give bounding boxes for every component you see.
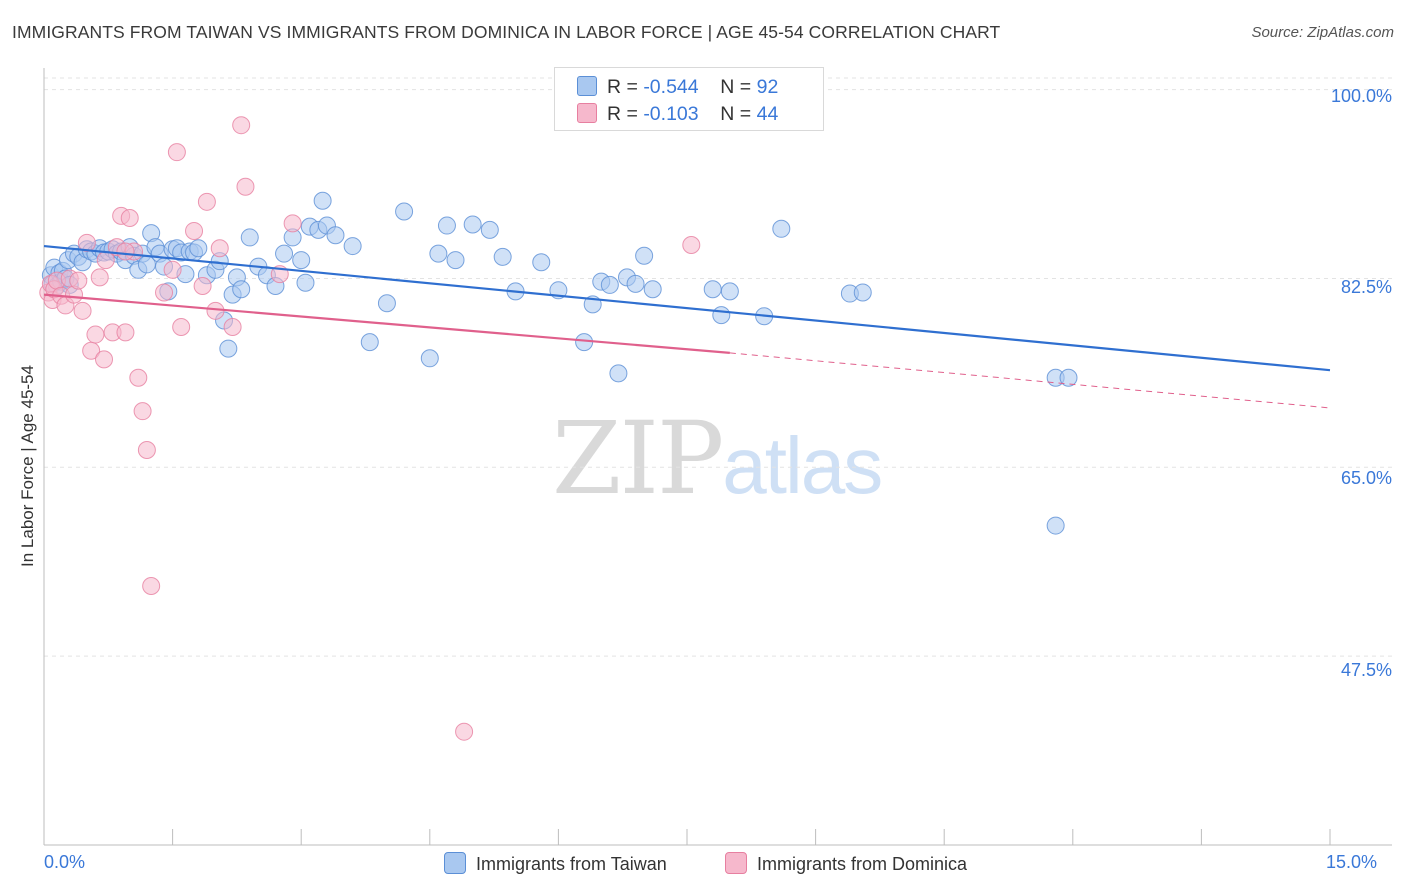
dominica-point — [682, 235, 701, 254]
taiwan-trendline — [43, 244, 1331, 372]
taiwan-point — [343, 237, 362, 256]
bottom-legend-taiwan: Immigrants from Taiwan — [444, 852, 667, 875]
watermark: ZIPatlas — [552, 400, 883, 517]
dominica-point — [73, 301, 92, 320]
taiwan-point — [437, 216, 456, 235]
taiwan-point — [296, 273, 315, 292]
taiwan-point — [626, 274, 645, 293]
taiwan-point — [853, 283, 872, 302]
dominica-point — [116, 323, 135, 342]
y-tick-label: 65.0% — [1340, 468, 1392, 488]
taiwan-point — [703, 280, 722, 299]
dominica-point — [163, 260, 182, 279]
legend-n-value: 44 — [756, 103, 779, 125]
taiwan-point — [395, 202, 414, 221]
bottom-legend-dominica: Immigrants from Dominica — [725, 852, 967, 875]
dominica-point — [142, 577, 161, 595]
x-tick-label: 15.0% — [1326, 852, 1378, 872]
dominica-point — [232, 116, 251, 135]
dominica-point — [206, 301, 225, 320]
dominica-trendline — [43, 293, 730, 354]
dominica-point — [155, 283, 174, 302]
dominica-point — [129, 368, 148, 387]
y-axis-label: In Labor Force | Age 45-54 — [18, 365, 37, 567]
taiwan-point — [313, 191, 332, 210]
taiwan-point — [240, 228, 259, 247]
correlation-legend: R = -0.544 N = 92 R = -0.103 N = 44 — [554, 67, 824, 131]
dominica-point — [283, 214, 302, 233]
dominica-point — [116, 242, 135, 261]
taiwan-point — [643, 280, 662, 299]
dominica-point — [69, 271, 88, 290]
taiwan-point — [635, 246, 654, 265]
dominica-point — [185, 221, 204, 240]
dominica-point — [120, 209, 139, 228]
taiwan-point — [326, 226, 345, 245]
dominica-point — [86, 325, 105, 344]
watermark-zip: ZIP — [552, 400, 724, 517]
y-tick-label: 100.0% — [1330, 86, 1392, 106]
legend-r-label: R = — [607, 103, 644, 125]
dominica-point — [167, 143, 186, 162]
legend-n-label: N = — [720, 76, 757, 98]
taiwan-point — [480, 220, 499, 239]
dominica-point — [223, 318, 242, 336]
dominica-point — [172, 318, 191, 336]
dominica-point — [95, 350, 114, 369]
dominica-point — [137, 441, 156, 460]
taiwan-point — [275, 244, 294, 263]
dominica-point — [455, 722, 474, 741]
taiwan-point — [1046, 516, 1065, 535]
dominica-point — [133, 402, 152, 421]
legend-swatch-taiwan — [577, 76, 597, 96]
taiwan-point — [609, 364, 628, 383]
taiwan-point — [720, 282, 739, 301]
legend-row-dominica: R = -0.103 N = 44 — [577, 103, 778, 126]
taiwan-point — [377, 294, 396, 313]
dominica-point — [90, 268, 109, 287]
dominica-point — [197, 192, 216, 211]
bottom-legend-swatch-taiwan — [444, 852, 466, 874]
taiwan-point — [292, 251, 311, 270]
taiwan-point — [446, 251, 465, 270]
taiwan-point — [600, 275, 619, 294]
legend-r-label: R = — [607, 76, 644, 98]
chart-title: IMMIGRANTS FROM TAIWAN VS IMMIGRANTS FRO… — [12, 22, 1001, 42]
legend-row-taiwan: R = -0.544 N = 92 — [577, 76, 778, 99]
taiwan-point — [429, 244, 448, 263]
legend-r-value: -0.103 — [643, 103, 699, 125]
watermark-atlas: atlas — [722, 421, 883, 510]
legend-r-value: -0.544 — [643, 76, 699, 98]
taiwan-point — [493, 247, 512, 266]
legend-n-value: 92 — [756, 76, 779, 98]
y-tick-label: 82.5% — [1340, 277, 1392, 297]
bottom-legend-label-dominica: Immigrants from Dominica — [757, 854, 968, 874]
dominica-point — [210, 239, 229, 258]
y-tick-label: 47.5% — [1340, 660, 1392, 680]
taiwan-point — [772, 219, 791, 238]
dominica-point — [193, 276, 212, 295]
taiwan-point — [360, 333, 379, 352]
legend-swatch-dominica — [577, 103, 597, 123]
source-label: Source: ZipAtlas.com — [1251, 24, 1394, 41]
taiwan-point — [532, 253, 551, 272]
taiwan-point — [712, 306, 731, 325]
taiwan-point — [1059, 368, 1078, 387]
legend-n-label: N = — [720, 103, 757, 125]
taiwan-point — [463, 215, 482, 234]
taiwan-point — [219, 339, 238, 358]
dominica-trendline-extension — [729, 352, 1331, 409]
bottom-legend-swatch-dominica — [725, 852, 747, 874]
taiwan-point — [232, 280, 251, 299]
x-tick-label: 0.0% — [44, 852, 86, 872]
bottom-legend-label-taiwan: Immigrants from Taiwan — [476, 854, 667, 874]
taiwan-point — [420, 349, 439, 368]
taiwan-point — [189, 239, 208, 258]
dominica-point — [77, 233, 96, 252]
dominica-point — [236, 177, 255, 196]
